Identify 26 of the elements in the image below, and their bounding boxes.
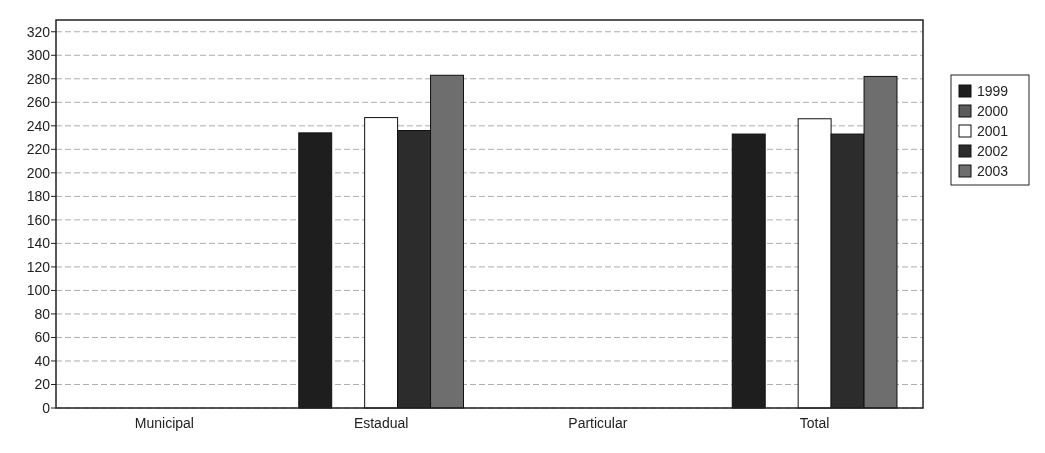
y-tick-label: 60 [34,329,51,346]
y-tick-label: 20 [34,376,51,393]
y-tick-label: 160 [26,211,51,228]
y-tick-label: 140 [26,235,51,252]
y-tick-label: 180 [26,188,51,205]
y-tick-label: 80 [34,305,51,322]
y-tick-label: 280 [26,70,51,87]
y-tick-label: 120 [26,258,51,275]
legend-label: 2000 [977,103,1009,119]
y-tick-label: 0 [42,399,51,416]
legend-label: 2001 [977,123,1009,139]
x-tick-label: Total [799,415,830,431]
x-tick-label: Municipal [134,415,194,431]
y-tick-label: 200 [26,164,51,181]
y-tick-label: 100 [26,282,51,299]
legend-label: 2002 [977,143,1009,159]
y-tick-label: 300 [26,47,51,64]
y-tick-label: 260 [26,94,51,111]
legend-label: 2003 [977,163,1009,179]
y-tick-label: 40 [34,352,51,369]
legend-label: 1999 [977,83,1009,99]
x-tick-label: Particular [568,415,628,431]
y-tick-label: 320 [26,23,51,40]
x-tick-label: Estadual [353,415,409,431]
y-tick-label: 240 [26,117,51,134]
y-tick-label: 220 [26,141,51,158]
